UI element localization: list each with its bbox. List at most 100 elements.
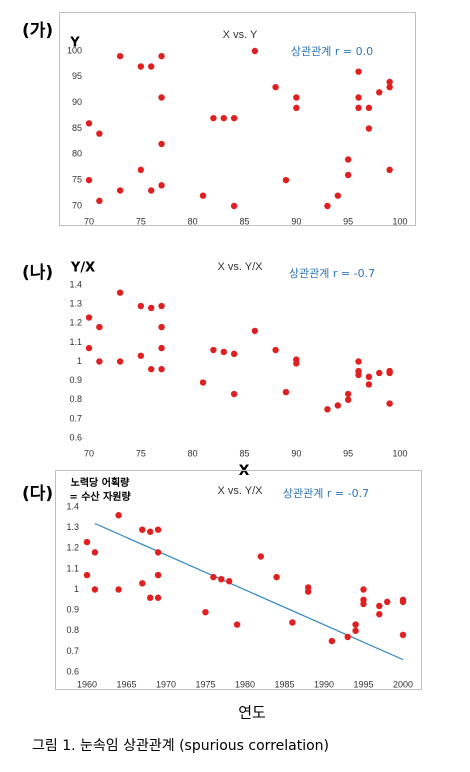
data-point: [154, 594, 162, 601]
data-point: [154, 526, 162, 533]
data-point: [352, 627, 359, 634]
x-tick-label: 85: [239, 216, 249, 226]
x-axis-label: 연도: [238, 704, 266, 722]
x-tick-label: 1980: [235, 679, 255, 689]
data-point: [148, 63, 155, 70]
y-tick-label: 95: [72, 71, 82, 81]
data-point: [116, 358, 124, 365]
data-point: [355, 94, 362, 101]
data-point: [365, 125, 373, 132]
panel-label-b: (나): [22, 263, 54, 283]
data-point: [96, 197, 103, 205]
data-point: [137, 166, 145, 174]
data-point: [384, 598, 391, 606]
data-point: [85, 176, 93, 184]
data-point: [91, 549, 99, 556]
y-tick-label: 75: [72, 175, 82, 185]
data-point: [360, 600, 367, 608]
data-point: [96, 130, 103, 137]
panel-label-a: (가): [22, 21, 54, 41]
y-tick-label: 0.6: [66, 666, 79, 676]
data-point: [154, 571, 162, 579]
data-point: [386, 83, 393, 91]
data-point: [210, 573, 217, 581]
y-tick-label: 100: [67, 45, 82, 55]
data-point: [365, 381, 373, 388]
y-axis-label: 노력당 어획량: [71, 476, 130, 489]
data-point: [328, 637, 336, 645]
x-tick-label: 75: [136, 216, 146, 226]
figure-caption: 그림 1. 눈속임 상관관계 (spurious correlation): [32, 738, 330, 754]
data-point: [85, 120, 93, 127]
data-point: [324, 202, 331, 210]
data-point: [116, 52, 124, 60]
y-tick-label: 85: [72, 123, 82, 133]
data-point: [230, 202, 238, 210]
data-point: [293, 94, 300, 101]
data-point: [386, 166, 393, 174]
data-point: [365, 104, 373, 112]
data-point: [376, 369, 383, 377]
y-tick-label: 80: [72, 149, 82, 159]
y-tick-label: 0.9: [69, 375, 82, 385]
x-tick-label: 80: [188, 216, 198, 226]
data-point: [83, 571, 91, 579]
x-tick-label: 100: [392, 216, 407, 226]
data-point: [282, 176, 290, 184]
data-point: [158, 302, 165, 310]
data-point: [96, 358, 103, 365]
data-point: [85, 314, 93, 321]
data-point: [137, 352, 145, 359]
data-point: [360, 586, 367, 593]
data-point: [365, 373, 373, 380]
data-point: [220, 114, 227, 122]
data-point: [344, 633, 351, 641]
chart-frame-c: [55, 470, 422, 690]
data-point: [376, 602, 383, 610]
data-point: [158, 52, 165, 60]
y-tick-label: 1.2: [66, 543, 79, 553]
data-point: [220, 348, 227, 356]
data-point: [344, 396, 352, 403]
data-point: [137, 302, 145, 310]
y-tick-label: 0.8: [69, 394, 82, 404]
y-tick-label: 1.2: [69, 318, 82, 328]
chart-title: X vs. Y: [223, 29, 258, 41]
y-axis-label: = 수산 자원량: [69, 490, 131, 503]
x-tick-label: 95: [343, 448, 353, 458]
data-point: [376, 89, 383, 96]
correlation-annotation: 상관관계 r = -0.7: [289, 267, 375, 280]
correlation-annotation: 상관관계 r = 0.0: [291, 45, 373, 58]
data-point: [148, 365, 155, 373]
data-point: [355, 68, 362, 75]
data-point: [386, 369, 393, 377]
data-point: [355, 371, 362, 379]
x-tick-label: 1960: [77, 679, 97, 689]
x-tick-label: 70: [84, 448, 94, 458]
data-point: [289, 619, 296, 626]
data-point: [158, 94, 165, 101]
data-point: [96, 323, 103, 331]
x-tick-label: 95: [343, 216, 353, 226]
x-tick-label: 80: [188, 448, 198, 458]
data-point: [230, 350, 238, 358]
y-tick-label: 0.9: [66, 605, 79, 615]
data-point: [305, 588, 312, 595]
y-tick-label: 70: [72, 200, 82, 210]
data-point: [399, 598, 407, 606]
y-tick-label: 0.8: [66, 625, 79, 635]
y-tick-label: 1.3: [66, 522, 79, 532]
y-tick-label: 90: [72, 97, 82, 107]
data-point: [352, 621, 359, 628]
data-point: [199, 192, 207, 199]
data-point: [251, 47, 259, 55]
data-point: [272, 346, 279, 354]
data-point: [334, 402, 341, 409]
data-point: [210, 114, 217, 122]
x-tick-label: 1970: [156, 679, 176, 689]
y-tick-label: 1.4: [66, 501, 79, 511]
data-point: [324, 406, 331, 413]
data-point: [154, 549, 162, 556]
